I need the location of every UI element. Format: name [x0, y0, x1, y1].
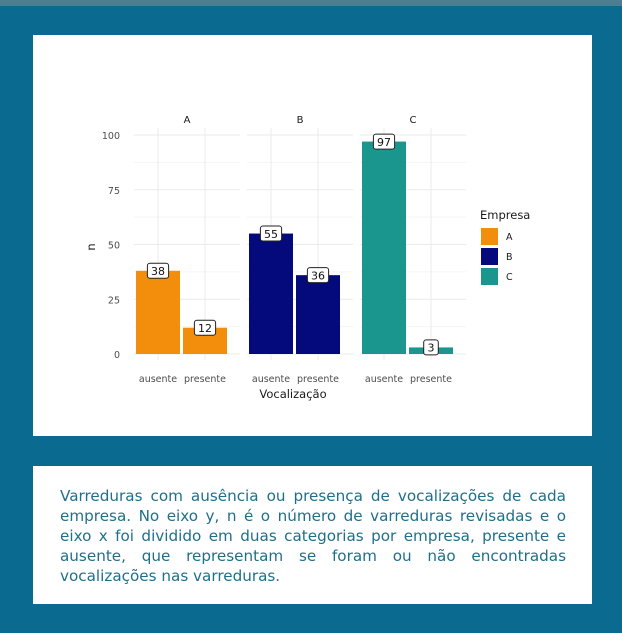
facet-label-C: C [410, 115, 417, 126]
x-tick-label: ausente [365, 374, 403, 385]
caption-card: Varreduras com ausência ou presença de v… [33, 466, 592, 604]
value-label: 12 [198, 322, 212, 335]
value-label: 3 [428, 342, 435, 355]
bar-C-ausente [362, 141, 406, 354]
legend-label-B: B [506, 252, 513, 263]
y-axis-title: n [84, 243, 98, 250]
facet-label-B: B [297, 115, 304, 126]
x-tick-label: ausente [252, 374, 290, 385]
value-label: 36 [311, 269, 325, 282]
value-label-box [306, 267, 330, 284]
bar-B-presente [296, 275, 340, 354]
value-label-box [372, 133, 396, 150]
bar-A-ausente [136, 270, 180, 354]
value-label: 38 [151, 265, 165, 278]
value-label-box [146, 262, 170, 279]
legend-title: Empresa [480, 208, 530, 222]
value-label: 55 [264, 228, 278, 241]
value-label-box [259, 225, 283, 242]
x-tick-label: presente [184, 374, 226, 385]
x-tick-label: presente [410, 374, 452, 385]
bar-B-ausente [249, 233, 293, 354]
legend-label-A: A [506, 232, 513, 243]
y-tick-label: 75 [108, 186, 120, 197]
facet-label-A: A [184, 115, 191, 126]
value-label: 97 [377, 136, 391, 149]
value-label-box [193, 319, 217, 336]
caption-text: Varreduras com ausência ou presença de v… [60, 487, 566, 585]
y-tick-label: 0 [114, 350, 120, 361]
x-tick-label: ausente [139, 374, 177, 385]
legend-swatch-C [481, 268, 498, 285]
y-tick-label: 100 [102, 131, 120, 142]
legend-label-C: C [506, 272, 513, 283]
x-tick-label: presente [297, 374, 339, 385]
top-strip [0, 0, 622, 6]
legend-swatch-A [481, 228, 498, 245]
legend-swatch-B [481, 248, 498, 265]
value-label-box [423, 339, 439, 356]
y-tick-label: 50 [108, 241, 120, 252]
x-axis-title: Vocalização [259, 387, 326, 401]
y-tick-label: 25 [108, 295, 120, 306]
